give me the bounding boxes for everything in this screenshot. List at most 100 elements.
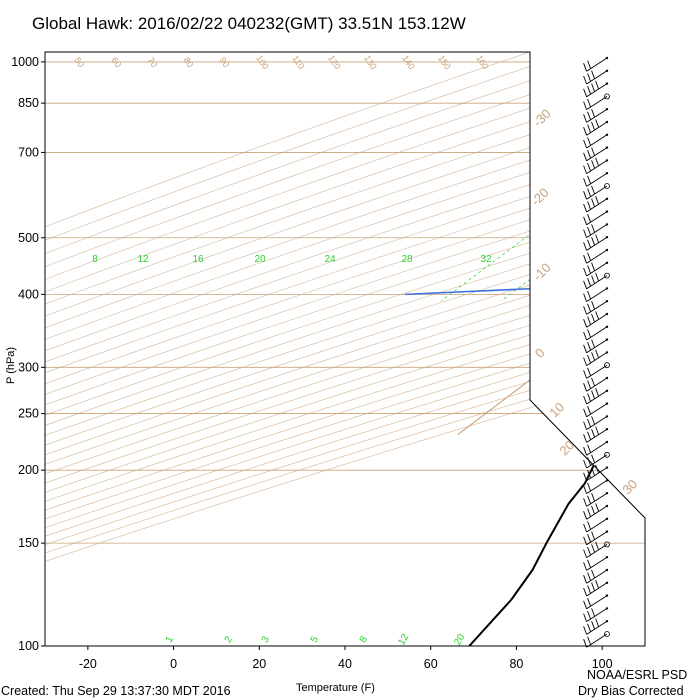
wind-barb (583, 69, 609, 85)
wind-barb-dot (605, 376, 609, 380)
wind-barb-dot (605, 594, 609, 597)
dry-adiabat (45, 52, 538, 646)
wind-barb (583, 451, 610, 469)
wind-barb-flag (587, 367, 592, 376)
wind-barb (583, 338, 609, 354)
wind-barb-flag (587, 278, 592, 287)
wind-barb-flag (591, 339, 596, 348)
wind-barb-staff (586, 544, 608, 558)
mixing-ratio-line (676, 50, 700, 301)
y-tick-label: 250 (18, 407, 39, 421)
mixing-ratio-label: 24 (324, 254, 336, 265)
wind-barb (583, 146, 609, 162)
wind-barb-dot (605, 440, 609, 444)
wind-barb-flag (591, 544, 596, 553)
wind-barb-flag (583, 280, 588, 289)
wind-barb (583, 300, 609, 315)
wind-barb-flag (591, 454, 596, 463)
wind-calm-circle (604, 272, 610, 279)
wind-barb (583, 541, 610, 558)
wind-calm-circle (604, 631, 610, 637)
wind-barb-flag (595, 272, 600, 282)
mixing-ratio-label: 2 (223, 634, 236, 645)
wind-barb (583, 618, 609, 635)
parcel-line (457, 66, 645, 436)
wind-barb-staff (586, 364, 608, 379)
dry-adiabat (45, 52, 645, 646)
wind-barb-flag (595, 119, 600, 128)
wind-barb-flag (587, 73, 592, 82)
wind-barb-dot (605, 261, 609, 264)
mixing-ratio-label: 16 (192, 254, 204, 265)
mixing-ratio-label: 12 (396, 632, 411, 648)
wind-barb-staff (586, 83, 608, 98)
wind-barb-staff (586, 326, 608, 341)
wind-barb-flag (583, 344, 588, 353)
wind-barb (583, 287, 609, 302)
wind-barb-staff (586, 172, 608, 187)
wind-calm-circle (604, 362, 610, 369)
dry-adiabat (45, 52, 645, 646)
wind-barb-staff (586, 211, 608, 226)
wind-barb-flag (591, 493, 596, 502)
wind-barb-flag (587, 623, 592, 632)
x-axis-label: Temperature (F) (296, 682, 375, 694)
y-tick-label: 700 (18, 145, 39, 159)
wind-barb-dot (605, 415, 609, 418)
wind-barb-flag (587, 406, 592, 415)
wind-barb-flag (587, 303, 592, 312)
y-axis: 100 150 200 250 300 400 500 700 850 1000 (11, 55, 45, 653)
wind-barb (583, 349, 609, 366)
wind-barb-staff (586, 121, 608, 136)
wind-barb-flag (583, 88, 588, 97)
wind-barb-flag (591, 224, 596, 233)
wind-barb-staff (586, 262, 608, 277)
wind-barb-flag (587, 508, 592, 517)
credit-noaa: NOAA/ESRL PSD (587, 668, 687, 682)
wind-barb (583, 580, 609, 597)
wind-barb (583, 517, 609, 533)
wind-barb-staff (586, 633, 608, 648)
dry-adiabat (45, 52, 581, 646)
wind-barb-flag (591, 531, 596, 540)
dry-adiabat (45, 52, 645, 646)
wind-barb-flag (583, 587, 588, 597)
dry-adiabat (45, 52, 645, 646)
wind-barb-staff (586, 313, 608, 328)
wind-barb-staff (586, 134, 608, 149)
wind-barb-flag (591, 121, 596, 131)
temperature-line (468, 66, 645, 646)
wind-barb-dot (605, 312, 609, 316)
mixing-ratio-label: 5 (309, 634, 322, 645)
wind-barb (583, 415, 609, 430)
wind-barb-dot (605, 338, 609, 341)
dry-adiabat (45, 52, 624, 646)
wind-barb (583, 272, 610, 290)
wind-barb-flag (591, 390, 596, 399)
wind-barb-flag (583, 139, 588, 149)
wind-barb-dot (605, 389, 609, 392)
wind-barb-flag (591, 83, 596, 92)
wind-barb-staff (586, 224, 608, 238)
wind-barb-flag (591, 237, 596, 246)
y-tick-label: 500 (18, 231, 39, 245)
wind-barb-flag (583, 203, 588, 213)
wind-barb-staff (586, 556, 608, 571)
dry-adiabat (45, 52, 645, 646)
dry-adiabat-label: 70 (145, 55, 159, 69)
dry-adiabat-label: 130 (362, 53, 379, 71)
wind-barb-staff (586, 531, 608, 546)
wind-barb-dot (605, 517, 609, 520)
dry-adiabat (45, 52, 645, 646)
wind-barb-flag (587, 124, 592, 133)
temperature-band (190, 646, 260, 673)
wind-barb-dot (605, 248, 609, 252)
wind-barb-flag (587, 252, 592, 261)
temperature-band (447, 646, 517, 673)
isotherm-label: -20 (528, 185, 552, 209)
wind-barb-flag (587, 150, 592, 159)
dry-adiabat-label: 100 (254, 53, 271, 71)
wind-barb-flag (595, 234, 600, 243)
isotherm-labels: -30 -20 -10 0 10 20 30 (528, 106, 640, 497)
dry-adiabat (45, 52, 645, 646)
